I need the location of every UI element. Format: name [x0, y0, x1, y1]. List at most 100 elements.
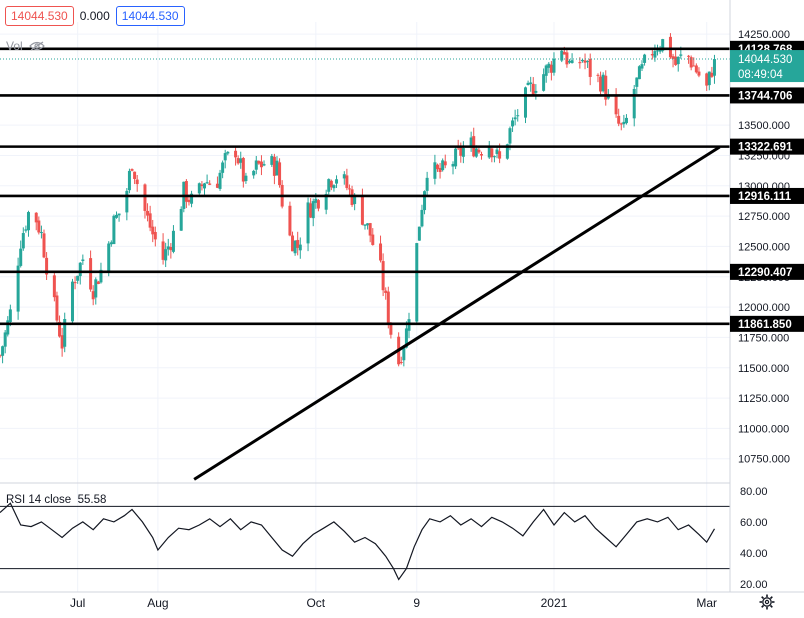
candle-down	[694, 65, 698, 73]
candle-up	[293, 240, 297, 254]
candle-up	[270, 156, 274, 165]
candle-up	[171, 230, 175, 252]
candle-up	[632, 88, 636, 119]
candle-down	[89, 258, 93, 290]
candle-up	[39, 232, 43, 234]
candle-down	[34, 212, 38, 223]
candle-down	[184, 181, 188, 202]
rsi-tick-label: 60.00	[740, 517, 768, 529]
trendline[interactable]	[193, 145, 721, 481]
settings-gear-icon[interactable]	[759, 594, 775, 610]
ask-price[interactable]: 14044.530	[115, 6, 185, 26]
candle-up	[495, 149, 499, 154]
candle-up	[423, 191, 427, 211]
hidden-eye-icon[interactable]	[28, 41, 45, 51]
rsi-name: RSI 14 close	[6, 494, 72, 506]
candle-up	[643, 54, 647, 63]
time-tick-label: Mar	[696, 596, 717, 610]
candle-up	[112, 215, 116, 245]
level-label-box	[730, 315, 804, 332]
candle-up	[353, 194, 357, 205]
candle-up	[474, 148, 478, 157]
candle-down	[143, 184, 147, 211]
candle-down	[278, 162, 282, 186]
candle-down	[619, 123, 623, 125]
candle-down	[215, 183, 219, 188]
candle-up	[441, 160, 445, 171]
candle-up	[114, 214, 118, 218]
candle-up	[298, 244, 302, 251]
candle-up	[218, 172, 222, 189]
candle-down	[692, 65, 696, 67]
candle-up	[534, 90, 538, 93]
candle-down	[565, 52, 569, 65]
bid-price[interactable]: 14044.530	[5, 6, 74, 26]
candle-up	[164, 249, 168, 261]
candle-down	[187, 199, 191, 203]
candle-up	[254, 160, 258, 170]
candle-up	[679, 54, 683, 56]
candle-down	[360, 195, 364, 225]
candle-up	[127, 170, 131, 191]
candle-up	[327, 179, 331, 192]
candle-down	[435, 164, 439, 170]
candle-up	[601, 74, 605, 92]
level-label-box	[730, 263, 804, 280]
candle-up	[523, 87, 527, 118]
candle-down	[697, 71, 701, 76]
price-tick-label: 11500.000	[738, 363, 789, 375]
candle-up	[306, 202, 310, 244]
price-tick-label: 10750.000	[738, 454, 790, 466]
candle-up	[223, 153, 227, 161]
volume-label: Vol	[6, 39, 23, 53]
candle-up	[526, 82, 530, 86]
candle-down	[668, 36, 672, 58]
candle-up	[508, 128, 512, 144]
candle-up	[324, 193, 328, 210]
candle-up	[487, 146, 491, 158]
candle-up	[3, 332, 7, 347]
candle-down	[169, 247, 173, 251]
candle-down	[477, 149, 481, 153]
candle-up	[179, 209, 183, 231]
candle-up	[542, 74, 546, 91]
candle-up	[570, 60, 574, 64]
candle-down	[42, 233, 46, 258]
candle-up	[190, 193, 194, 204]
candle-down	[588, 58, 592, 77]
candle-down	[345, 175, 349, 189]
candle-up	[335, 179, 339, 184]
candle-up	[203, 183, 207, 189]
candle-down	[45, 257, 49, 275]
candle-down	[562, 51, 566, 55]
candle-down	[329, 180, 333, 188]
candle-down	[379, 243, 383, 261]
candle-up	[226, 151, 230, 154]
candle-up	[492, 156, 496, 158]
candle-up	[166, 246, 170, 250]
candle-up	[205, 182, 209, 184]
candle-down	[389, 322, 393, 335]
candle-up	[81, 259, 85, 261]
time-tick-label: Jul	[70, 596, 85, 610]
candle-down	[549, 64, 553, 73]
candle-down	[208, 183, 212, 185]
candle-down	[52, 275, 56, 298]
candle-up	[417, 226, 421, 241]
candle-up	[76, 275, 80, 281]
candle-up	[552, 58, 556, 73]
candle-up	[637, 66, 641, 80]
candle-up	[568, 61, 572, 63]
candle-down	[73, 282, 77, 284]
level-label: 13322.691	[738, 142, 793, 154]
candle-up	[712, 59, 716, 76]
rsi-tick-label: 80.00	[740, 486, 768, 498]
candle-down	[498, 151, 502, 159]
candle-up	[63, 319, 67, 347]
level-label-box	[730, 187, 804, 204]
candle-down	[371, 234, 375, 245]
candle-down	[604, 75, 608, 100]
candle-up	[640, 64, 644, 69]
candle-up	[560, 50, 564, 61]
